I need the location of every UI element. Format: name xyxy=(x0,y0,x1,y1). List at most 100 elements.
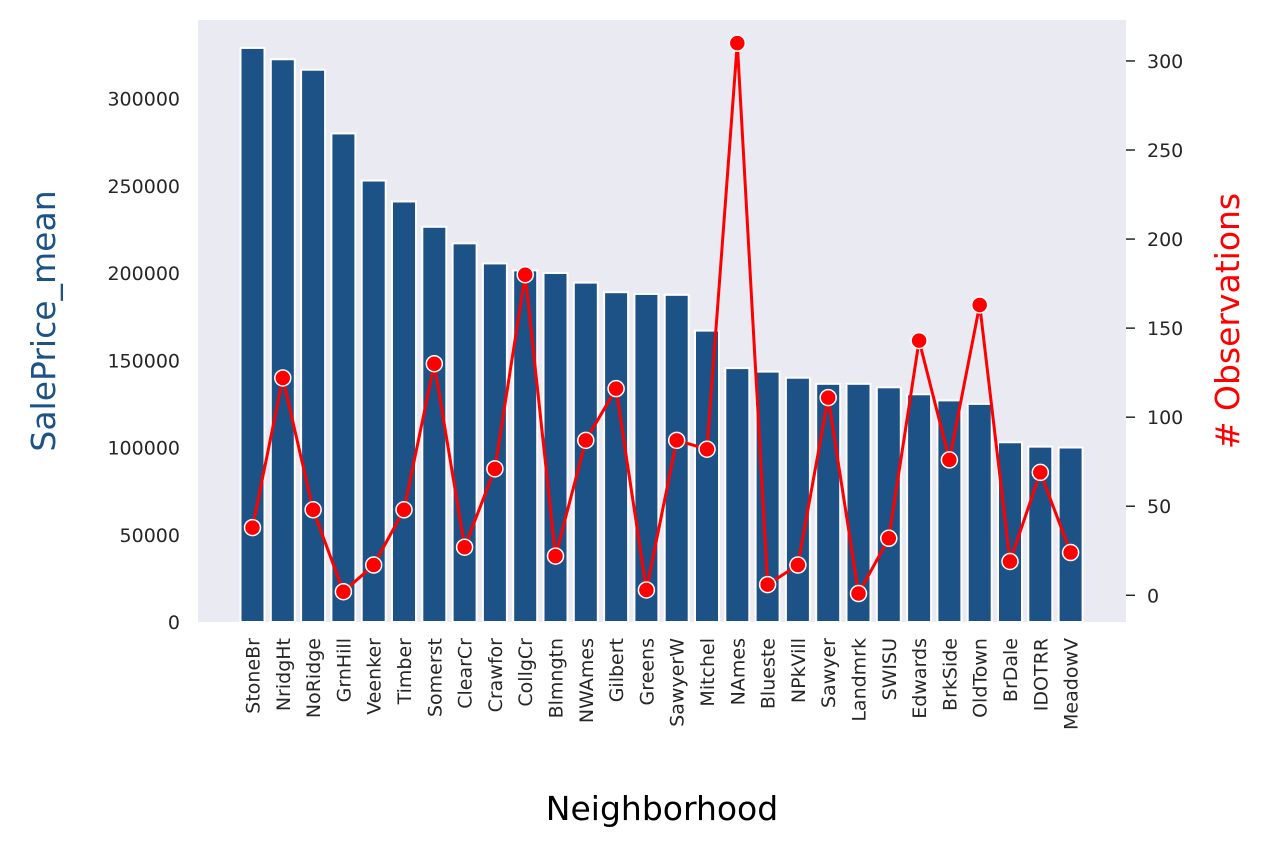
x-tick-label: GrnHill xyxy=(333,638,355,702)
point-NoRidge xyxy=(304,501,322,519)
point-NPkVill xyxy=(789,556,807,574)
x-axis-title: Neighborhood xyxy=(546,789,778,828)
x-tick-label: NPkVill xyxy=(788,638,810,703)
right-tick-label: 50 xyxy=(1147,496,1171,518)
right-tick-label: 300 xyxy=(1147,51,1183,73)
bar-Somerst xyxy=(421,225,448,623)
left-tick-label: 50000 xyxy=(120,525,180,547)
bars-group xyxy=(239,46,1084,624)
bar-Crawfor xyxy=(481,262,508,623)
bar-Landmrk xyxy=(845,382,872,623)
right-tick-label: 250 xyxy=(1147,140,1183,162)
bar-Gilbert xyxy=(603,291,630,623)
x-tick-label: IDOTRR xyxy=(1030,638,1052,711)
x-tick-label: Landmrk xyxy=(849,638,871,722)
bar-Mitchel xyxy=(694,329,720,623)
bar-MeadowV xyxy=(1057,446,1084,623)
point-Mitchel xyxy=(698,440,716,458)
bar-Blmngtn xyxy=(542,272,569,623)
point-OldTown xyxy=(970,296,989,314)
point-Landmrk xyxy=(849,584,868,603)
left-tick-label: 150000 xyxy=(107,350,180,372)
bar-GrnHill xyxy=(330,132,357,623)
point-Somerst xyxy=(425,354,444,373)
point-MeadowV xyxy=(1061,543,1080,562)
point-GrnHill xyxy=(334,582,353,601)
point-Blmngtn xyxy=(546,547,565,565)
point-CollgCr xyxy=(516,265,534,284)
point-SawyerW xyxy=(667,431,686,450)
bar-NAmes xyxy=(724,367,751,623)
x-tick-label: SawyerW xyxy=(667,638,689,727)
point-NWAmes xyxy=(577,431,595,450)
bar-Timber xyxy=(391,200,417,623)
x-tick-label: Gilbert xyxy=(606,638,628,702)
x-tick-label: NAmes xyxy=(727,638,749,705)
left-axis-title: SalePrice_mean xyxy=(24,190,63,451)
x-tick-label: BrDale xyxy=(1000,638,1022,702)
x-tick-label: BrkSide xyxy=(939,638,961,711)
right-tick-label: 100 xyxy=(1147,407,1183,429)
point-StoneBr xyxy=(243,518,262,537)
x-tick-label: Veenker xyxy=(364,638,386,715)
x-tick-label: Crawfor xyxy=(485,638,507,713)
observations-line xyxy=(251,41,1073,596)
left-tick-label: 0 xyxy=(168,612,180,634)
bar-Sawyer xyxy=(815,382,842,623)
x-tick-label: Edwards xyxy=(909,638,931,719)
x-tick-label: Timber xyxy=(394,638,416,706)
x-tick-label: Mitchel xyxy=(697,638,719,707)
point-Veenker xyxy=(364,556,383,574)
x-tick-label: Somerst xyxy=(424,638,446,717)
bar-Edwards xyxy=(906,393,933,623)
x-tick-label: MeadowV xyxy=(1061,638,1083,730)
bar-Veenker xyxy=(360,179,387,624)
point-SWISU xyxy=(880,529,898,548)
x-tick-label: Sawyer xyxy=(818,638,840,708)
point-NAmes xyxy=(728,34,747,52)
bar-SawyerW xyxy=(663,293,690,623)
left-tick-label: 300000 xyxy=(107,89,180,111)
x-tick-label: OldTown xyxy=(970,638,992,718)
bar-NWAmes xyxy=(572,281,599,623)
right-tick-label: 200 xyxy=(1147,229,1183,251)
right-axis: 0 50 100 150 200 250 300 xyxy=(1126,51,1183,607)
left-tick-label: 100000 xyxy=(107,438,180,460)
left-tick-label: 200000 xyxy=(107,263,180,285)
point-NridgHt xyxy=(274,369,292,387)
x-tick-label: Greens xyxy=(636,638,658,705)
x-tick-label: NridgHt xyxy=(273,638,295,711)
x-tick-label: StoneBr xyxy=(243,638,265,714)
point-Crawfor xyxy=(486,460,504,478)
x-tick-label: ClearCr xyxy=(455,638,477,709)
point-Greens xyxy=(637,581,656,599)
bar-NridgHt xyxy=(269,58,296,624)
left-axis: 0 50000 100000 150000 200000 250000 300000 xyxy=(107,89,180,634)
line-group xyxy=(243,34,1080,603)
point-Blueste xyxy=(758,575,777,594)
right-tick-label: 150 xyxy=(1147,318,1183,340)
right-tick-label: 0 xyxy=(1147,585,1159,607)
x-tick-label: SWISU xyxy=(879,638,901,700)
x-tick-label: Blmngtn xyxy=(546,638,568,718)
point-IDOTRR xyxy=(1031,463,1050,482)
x-tick-label: NoRidge xyxy=(303,638,325,718)
bar-Greens xyxy=(633,292,660,623)
point-ClearCr xyxy=(455,538,474,556)
bar-SWISU xyxy=(875,386,902,623)
right-axis-title: # Observations xyxy=(1208,193,1247,449)
bar-ClearCr xyxy=(451,242,478,623)
x-tick-label: Blueste xyxy=(758,638,780,709)
point-Edwards xyxy=(910,331,928,350)
left-tick-label: 250000 xyxy=(107,176,180,198)
point-BrDale xyxy=(1001,552,1019,571)
bar-BrDale xyxy=(997,441,1023,623)
bar-BrkSide xyxy=(936,399,963,623)
bar-OldTown xyxy=(966,402,993,623)
point-Gilbert xyxy=(607,379,625,398)
x-tick-label: NWAmes xyxy=(576,638,598,723)
bar-NoRidge xyxy=(300,68,327,624)
point-Sawyer xyxy=(819,388,837,407)
x-tick-label: CollgCr xyxy=(515,638,537,707)
